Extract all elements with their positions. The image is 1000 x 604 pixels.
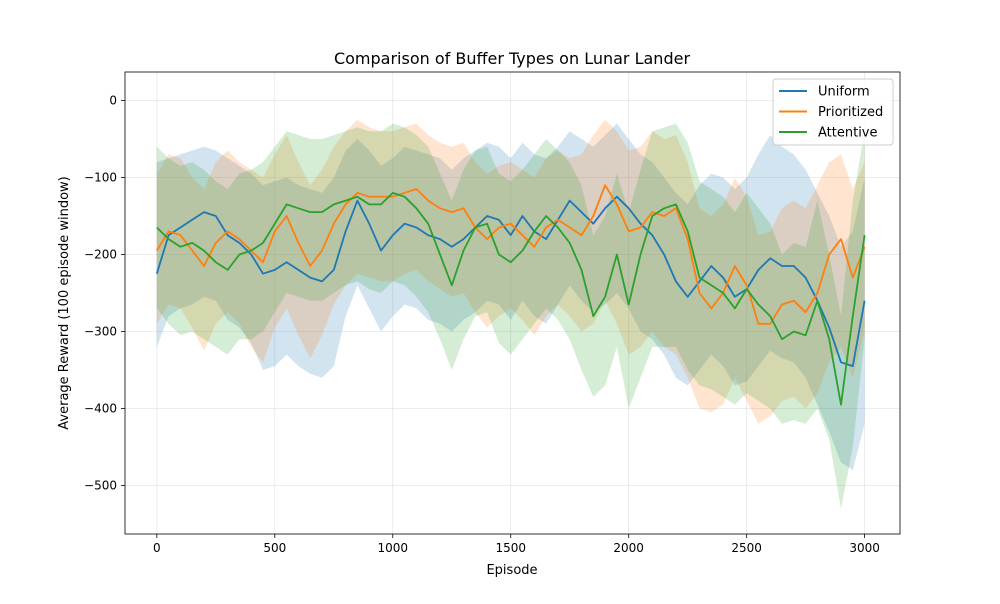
uniform-confidence-band — [156, 123, 865, 471]
y-axis-ticks: 0 −100 −200 −300 −400 −500 — [84, 93, 125, 492]
series-lines — [155, 184, 866, 406]
legend-label-attentive: Attentive — [818, 126, 878, 141]
chart-title: Comparison of Buffer Types on Lunar Land… — [334, 49, 690, 68]
x-tick-label: 3000 — [849, 541, 880, 555]
legend-label-uniform: Uniform — [818, 85, 870, 100]
y-axis-label: Average Reward (100 episode window) — [57, 176, 72, 429]
y-tick-label: −500 — [84, 478, 117, 492]
x-axis-ticks: 0 500 1000 1500 2000 2500 3000 — [153, 534, 880, 555]
legend: Uniform Prioritized Attentive — [772, 78, 894, 146]
legend-box — [772, 78, 894, 146]
x-tick-label: 2000 — [613, 541, 644, 555]
plot-frame — [124, 71, 901, 535]
x-tick-label: 1000 — [377, 541, 408, 555]
x-tick-label: 0 — [153, 541, 161, 555]
prioritized-series-line — [156, 184, 866, 325]
y-tick-label: −400 — [84, 401, 117, 415]
x-tick-label: 2500 — [731, 541, 762, 555]
x-tick-label: 500 — [263, 541, 286, 555]
confidence-bands — [156, 119, 865, 509]
grid-layer — [125, 72, 900, 534]
y-tick-label: −200 — [84, 247, 117, 261]
y-tick-label: −300 — [84, 324, 117, 338]
attentive-series-line — [156, 192, 866, 406]
prioritized-confidence-band — [156, 119, 865, 424]
x-tick-label: 1500 — [495, 541, 526, 555]
y-tick-label: 0 — [109, 93, 117, 107]
attentive-confidence-band — [156, 123, 865, 509]
x-axis-label: Episode — [486, 563, 537, 578]
legend-items: Uniform Prioritized Attentive — [779, 85, 883, 141]
y-tick-label: −100 — [84, 170, 117, 184]
legend-label-prioritized: Prioritized — [818, 105, 883, 120]
